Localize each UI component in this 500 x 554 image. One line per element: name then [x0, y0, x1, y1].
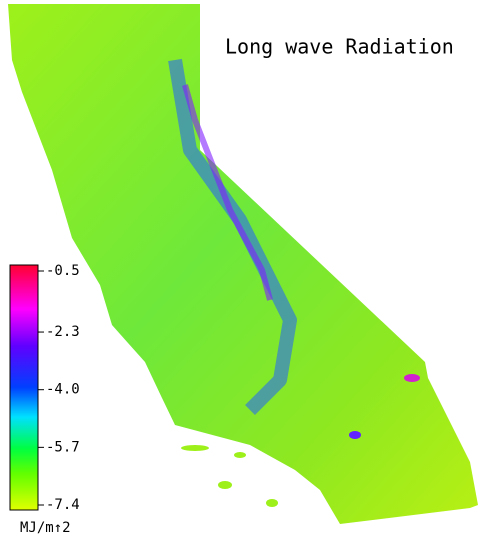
- california-map: [8, 4, 478, 524]
- colorbar: [9, 264, 39, 511]
- state-shape: [8, 4, 478, 524]
- island: [218, 481, 232, 489]
- island: [234, 452, 246, 458]
- map-title: Long wave Radiation: [225, 35, 454, 59]
- hotspot: [404, 374, 420, 382]
- sierra-core: [182, 84, 273, 301]
- island: [181, 445, 209, 451]
- colorbar-tick-label: -0.5: [46, 263, 80, 279]
- colorbar-unit: MJ/m↑2: [20, 520, 71, 536]
- colorbar-tick-label: -7.4: [46, 497, 80, 513]
- sierra-band: [168, 58, 297, 415]
- colorbar-tick-label: -2.3: [46, 324, 80, 340]
- hotspot: [349, 431, 361, 439]
- island: [266, 499, 278, 507]
- colorbar-tick-label: -5.7: [46, 439, 80, 455]
- colorbar-tick-label: -4.0: [46, 382, 80, 398]
